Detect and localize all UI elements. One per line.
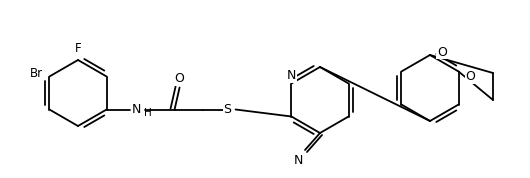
Text: O: O [437, 46, 447, 59]
Text: N: N [293, 153, 303, 166]
Text: O: O [466, 70, 475, 83]
Text: S: S [224, 103, 232, 116]
Text: N: N [287, 69, 296, 82]
Text: Br: Br [30, 67, 43, 80]
Text: F: F [75, 43, 81, 56]
Text: N: N [132, 103, 142, 116]
Text: H: H [144, 109, 152, 119]
Text: O: O [175, 72, 184, 85]
